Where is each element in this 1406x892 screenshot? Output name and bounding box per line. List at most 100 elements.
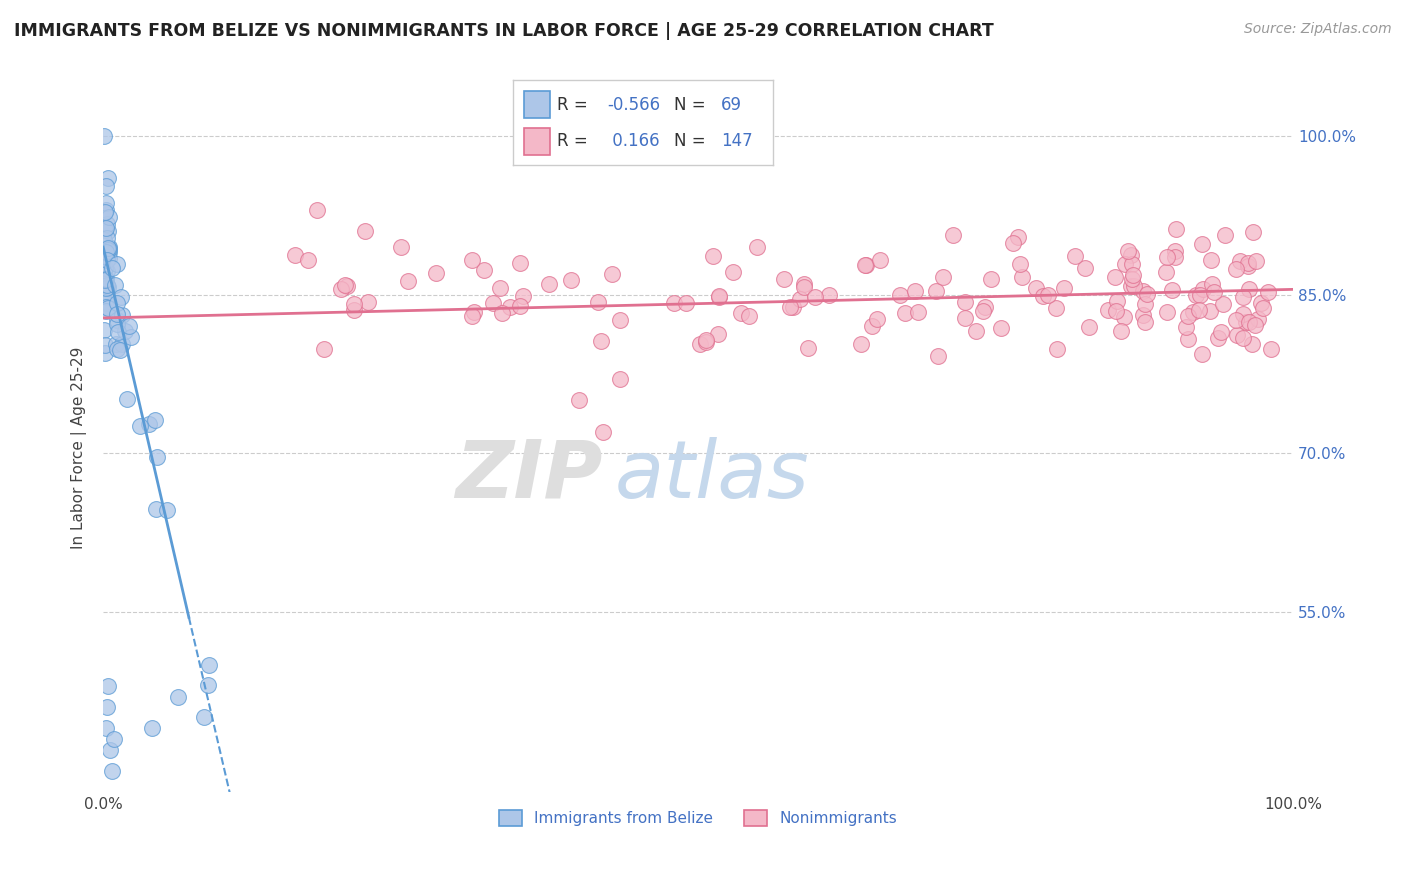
Point bbox=[1036, 287, 1059, 301]
Point bbox=[738, 309, 761, 323]
Point bbox=[965, 324, 987, 338]
Point bbox=[866, 312, 889, 326]
Point bbox=[156, 503, 179, 517]
Point bbox=[96, 281, 118, 295]
Point bbox=[97, 171, 120, 186]
Point bbox=[931, 270, 953, 285]
Point bbox=[138, 417, 160, 431]
Point bbox=[97, 242, 120, 256]
Point bbox=[96, 295, 118, 310]
Point bbox=[97, 243, 120, 257]
Point bbox=[105, 317, 128, 331]
Point bbox=[167, 690, 190, 704]
Point bbox=[110, 290, 132, 304]
Point bbox=[94, 273, 117, 287]
Point bbox=[1119, 279, 1142, 293]
Point bbox=[924, 284, 946, 298]
Point bbox=[141, 722, 163, 736]
Point bbox=[1114, 257, 1136, 271]
Point bbox=[1156, 250, 1178, 264]
Point bbox=[855, 258, 877, 272]
Point bbox=[1011, 269, 1033, 284]
Point bbox=[1204, 285, 1226, 299]
Point bbox=[96, 272, 118, 286]
Point bbox=[695, 333, 717, 347]
Point bbox=[1132, 308, 1154, 322]
Point bbox=[97, 224, 120, 238]
Point bbox=[1241, 225, 1264, 239]
Point bbox=[1053, 281, 1076, 295]
Point bbox=[793, 280, 815, 294]
Y-axis label: In Labor Force | Age 25-29: In Labor Force | Age 25-29 bbox=[72, 347, 87, 549]
Point bbox=[499, 300, 522, 314]
Point bbox=[707, 289, 730, 303]
Point bbox=[707, 290, 730, 304]
Point bbox=[973, 300, 995, 314]
Point bbox=[782, 300, 804, 314]
Point bbox=[94, 300, 117, 314]
Point bbox=[96, 289, 118, 303]
Point bbox=[105, 307, 128, 321]
Point bbox=[789, 292, 811, 306]
Point bbox=[779, 300, 801, 314]
Legend: Immigrants from Belize, Nonimmigrants: Immigrants from Belize, Nonimmigrants bbox=[494, 805, 903, 832]
Point bbox=[307, 202, 329, 217]
Point bbox=[1246, 253, 1268, 268]
Point bbox=[120, 330, 142, 344]
Point bbox=[96, 264, 118, 278]
Point bbox=[675, 296, 697, 310]
Text: 0.166: 0.166 bbox=[607, 132, 659, 150]
FancyBboxPatch shape bbox=[523, 128, 550, 155]
Point bbox=[94, 220, 117, 235]
Point bbox=[1188, 303, 1211, 318]
Point bbox=[354, 224, 377, 238]
Point bbox=[1163, 244, 1185, 259]
Point bbox=[953, 310, 976, 325]
Point bbox=[1177, 309, 1199, 323]
Point bbox=[1237, 256, 1260, 270]
Point bbox=[461, 309, 484, 323]
Point bbox=[1201, 253, 1223, 268]
Point bbox=[804, 290, 827, 304]
Point bbox=[980, 272, 1002, 286]
Point bbox=[314, 342, 336, 356]
Point bbox=[904, 284, 927, 298]
FancyBboxPatch shape bbox=[523, 91, 550, 119]
Point bbox=[1121, 271, 1143, 285]
Point bbox=[343, 302, 366, 317]
Point bbox=[560, 273, 582, 287]
Point bbox=[197, 678, 219, 692]
Point bbox=[851, 337, 873, 351]
Point bbox=[1191, 347, 1213, 361]
Point bbox=[512, 289, 534, 303]
Point bbox=[927, 350, 949, 364]
Point bbox=[609, 371, 631, 385]
Point bbox=[1206, 331, 1229, 345]
Point bbox=[1132, 284, 1154, 298]
Point bbox=[145, 413, 167, 427]
Point bbox=[1156, 304, 1178, 318]
Point bbox=[953, 295, 976, 310]
Point bbox=[1232, 290, 1254, 304]
Point bbox=[94, 202, 117, 217]
Point bbox=[96, 700, 118, 714]
Point bbox=[107, 325, 129, 339]
Point bbox=[105, 296, 128, 310]
Point bbox=[97, 679, 120, 693]
Point bbox=[94, 179, 117, 194]
Point bbox=[1240, 337, 1263, 351]
Point bbox=[773, 272, 796, 286]
Text: N =: N = bbox=[675, 132, 706, 150]
Point bbox=[96, 277, 118, 292]
Point bbox=[1032, 289, 1054, 303]
Point bbox=[103, 732, 125, 747]
Point bbox=[94, 260, 117, 275]
Point bbox=[1121, 257, 1143, 271]
Point bbox=[1209, 325, 1232, 339]
Point bbox=[721, 265, 744, 279]
Point bbox=[94, 337, 117, 351]
Point bbox=[1250, 296, 1272, 310]
Point bbox=[94, 223, 117, 237]
Text: ZIP: ZIP bbox=[456, 436, 603, 515]
Point bbox=[198, 658, 221, 673]
